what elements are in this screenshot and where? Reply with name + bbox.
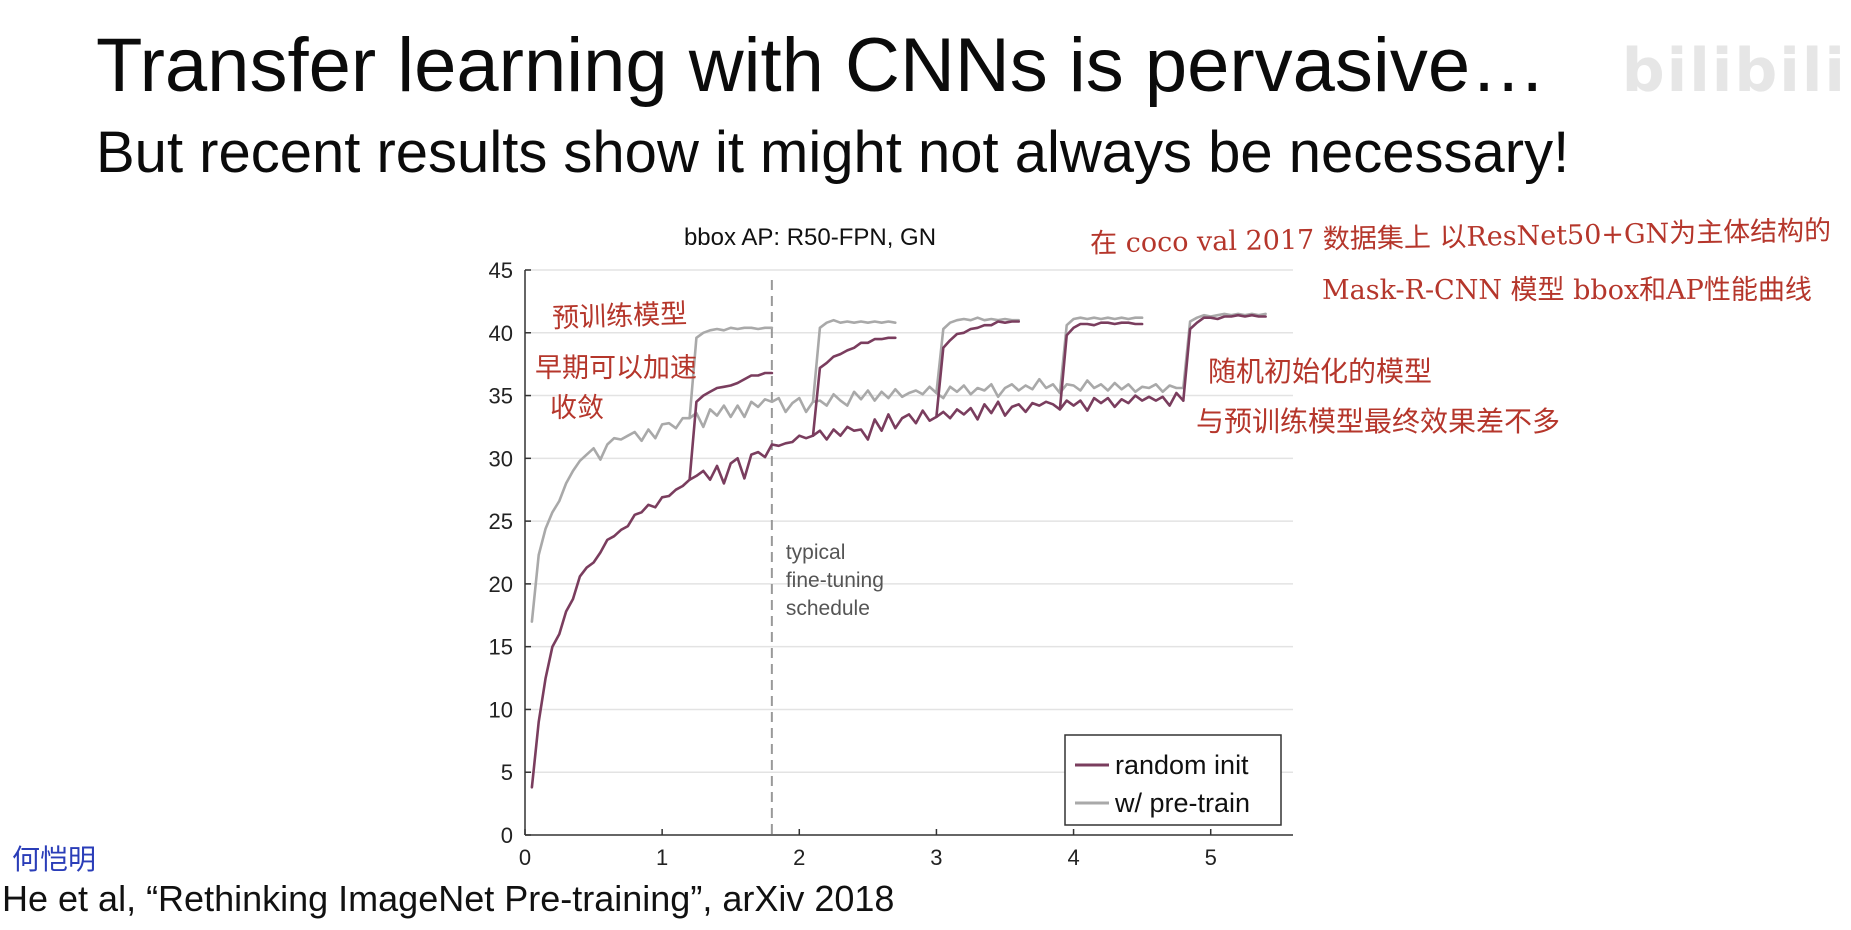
x-tick-label: 5 — [1205, 845, 1217, 870]
y-tick-label: 35 — [489, 384, 513, 409]
fine-tuning-label: typical — [786, 541, 846, 564]
random-init-line-segment-0 — [530, 391, 1185, 789]
y-tick-label: 20 — [489, 572, 513, 597]
x-tick-label: 0 — [519, 845, 531, 870]
y-tick-label: 25 — [489, 509, 513, 534]
annotation-dataset-note-2: Mask-R-CNN 模型 bbox和AP性能曲线 — [1322, 275, 1812, 306]
random-init-line-segment-2 — [811, 336, 897, 437]
random-init-line-segment-1 — [688, 371, 774, 481]
pre-train-line-segment-2 — [811, 318, 897, 404]
y-tick-label: 5 — [501, 760, 513, 785]
legend-label: w/ pre-train — [1114, 788, 1250, 818]
fine-tuning-label: schedule — [786, 597, 870, 620]
random-init-line-segment-3 — [935, 320, 1020, 419]
slide-subtitle: But recent results show it might not alw… — [96, 120, 1570, 185]
legend: random init w/ pre-train — [1064, 734, 1282, 826]
y-tick-label: 40 — [489, 321, 513, 346]
pre-train-line-segment-4 — [1058, 316, 1144, 395]
fine-tuning-schedule-marker: typical fine-tuning schedule — [770, 280, 884, 835]
annotation-random-note-2: 与预训练模型最终效果差不多 — [1196, 405, 1561, 438]
pre-train-line-segment-5 — [1182, 312, 1267, 390]
annotation-pretrain-note-2: 早期可以加速 — [535, 353, 697, 384]
legend-label: random init — [1115, 750, 1249, 780]
x-tick-label: 2 — [793, 845, 805, 870]
y-tick-label: 45 — [489, 258, 513, 283]
y-tick-label: 0 — [501, 823, 513, 848]
x-tick-label: 3 — [930, 845, 942, 870]
x-tick-label: 4 — [1067, 845, 1079, 870]
fine-tuning-label: fine-tuning — [786, 569, 884, 592]
chart-title: bbox AP: R50-FPN, GN — [684, 224, 936, 251]
pre-train-line-segment-0 — [530, 377, 1185, 623]
annotation-pretrain-note-3: 收敛 — [550, 393, 604, 424]
slide-title: Transfer learning with CNNs is pervasive… — [96, 23, 1547, 108]
citation: He et al, “Rethinking ImageNet Pre-train… — [2, 878, 895, 919]
legend-box — [1064, 734, 1282, 826]
pre-train-line-segment-3 — [935, 316, 1020, 395]
y-tick-label: 30 — [489, 446, 513, 471]
annotation-pretrain-note-1: 预训练模型 — [551, 298, 688, 335]
grid-lines — [525, 269, 1293, 773]
bilibili-watermark: bilibili — [1621, 36, 1847, 106]
x-tick-label: 1 — [656, 845, 668, 870]
y-tick-label: 10 — [489, 697, 513, 722]
random-init-line-segment-5 — [1182, 313, 1267, 402]
annotation-author: 何恺明 — [12, 843, 97, 876]
random-init-line-segment-4 — [1058, 321, 1144, 411]
y-tick-label: 15 — [489, 635, 513, 660]
series-lines — [530, 312, 1267, 789]
annotation-random-note-1: 随机初始化的模型 — [1208, 355, 1433, 388]
bbox-ap-chart: bbox AP: R50-FPN, GN 0510152025303540450… — [489, 224, 1293, 870]
pre-train-line-segment-1 — [688, 326, 774, 420]
